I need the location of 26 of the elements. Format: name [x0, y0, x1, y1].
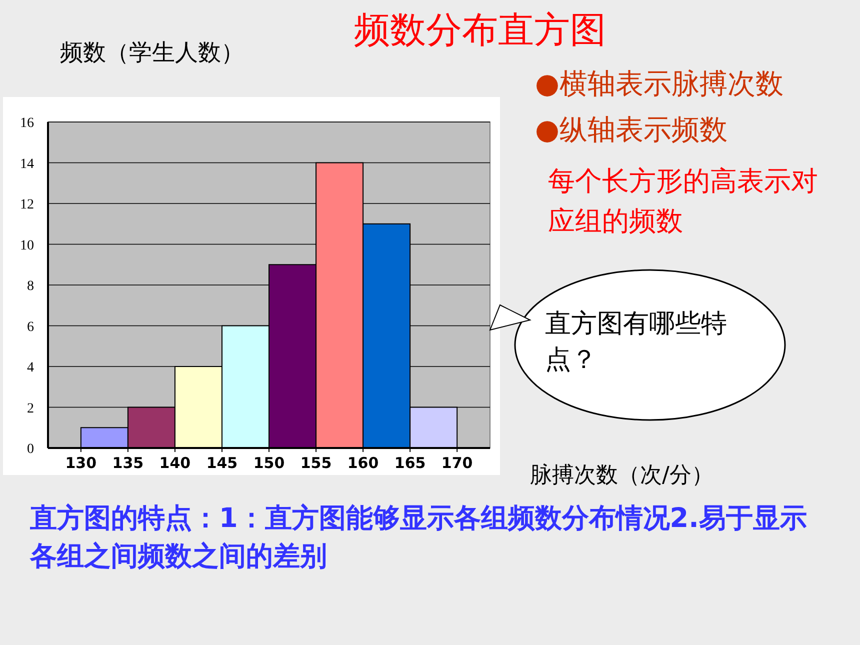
text: 直方图的特点：1：直方图能够显示各组频数分布情况2.易于显示各组之间频数之间的差别: [29, 503, 807, 572]
y-tick-label: 10: [20, 238, 34, 254]
x-tick-label: 155: [300, 454, 332, 472]
x-tick-label: 160: [347, 454, 379, 472]
y-tick-label: 8: [27, 279, 34, 294]
x-tick-label: 135: [112, 454, 144, 472]
chart-title: 频数分布直方图: [354, 10, 606, 51]
x-tick-label: 145: [206, 454, 238, 472]
y-tick-label: 6: [27, 320, 34, 335]
y-tick-label: 12: [20, 198, 34, 212]
y-tick-label: 4: [27, 360, 34, 376]
x-tick-label: 170: [441, 454, 473, 472]
y-tick-label: 0: [27, 442, 34, 457]
x-tick-label: 165: [394, 454, 426, 472]
x-tick-label: 150: [253, 454, 285, 472]
text: ●纵轴表示频数: [535, 113, 728, 146]
text: 每个长方形的高表示对应组的频数: [548, 166, 818, 237]
text: ●横轴表示脉搏次数: [535, 67, 784, 100]
x-axis-title: 脉搏次数（次/分）: [530, 463, 714, 488]
x-tick-label: 130: [65, 454, 97, 472]
y-tick-label: 2: [27, 401, 34, 416]
y-axis-title: 频数（学生人数）: [60, 40, 244, 66]
text: 直方图有哪些特点？: [545, 309, 727, 375]
x-tick-label: 140: [159, 454, 191, 472]
y-tick-label: 16: [20, 116, 34, 131]
y-tick-label: 14: [20, 156, 34, 172]
